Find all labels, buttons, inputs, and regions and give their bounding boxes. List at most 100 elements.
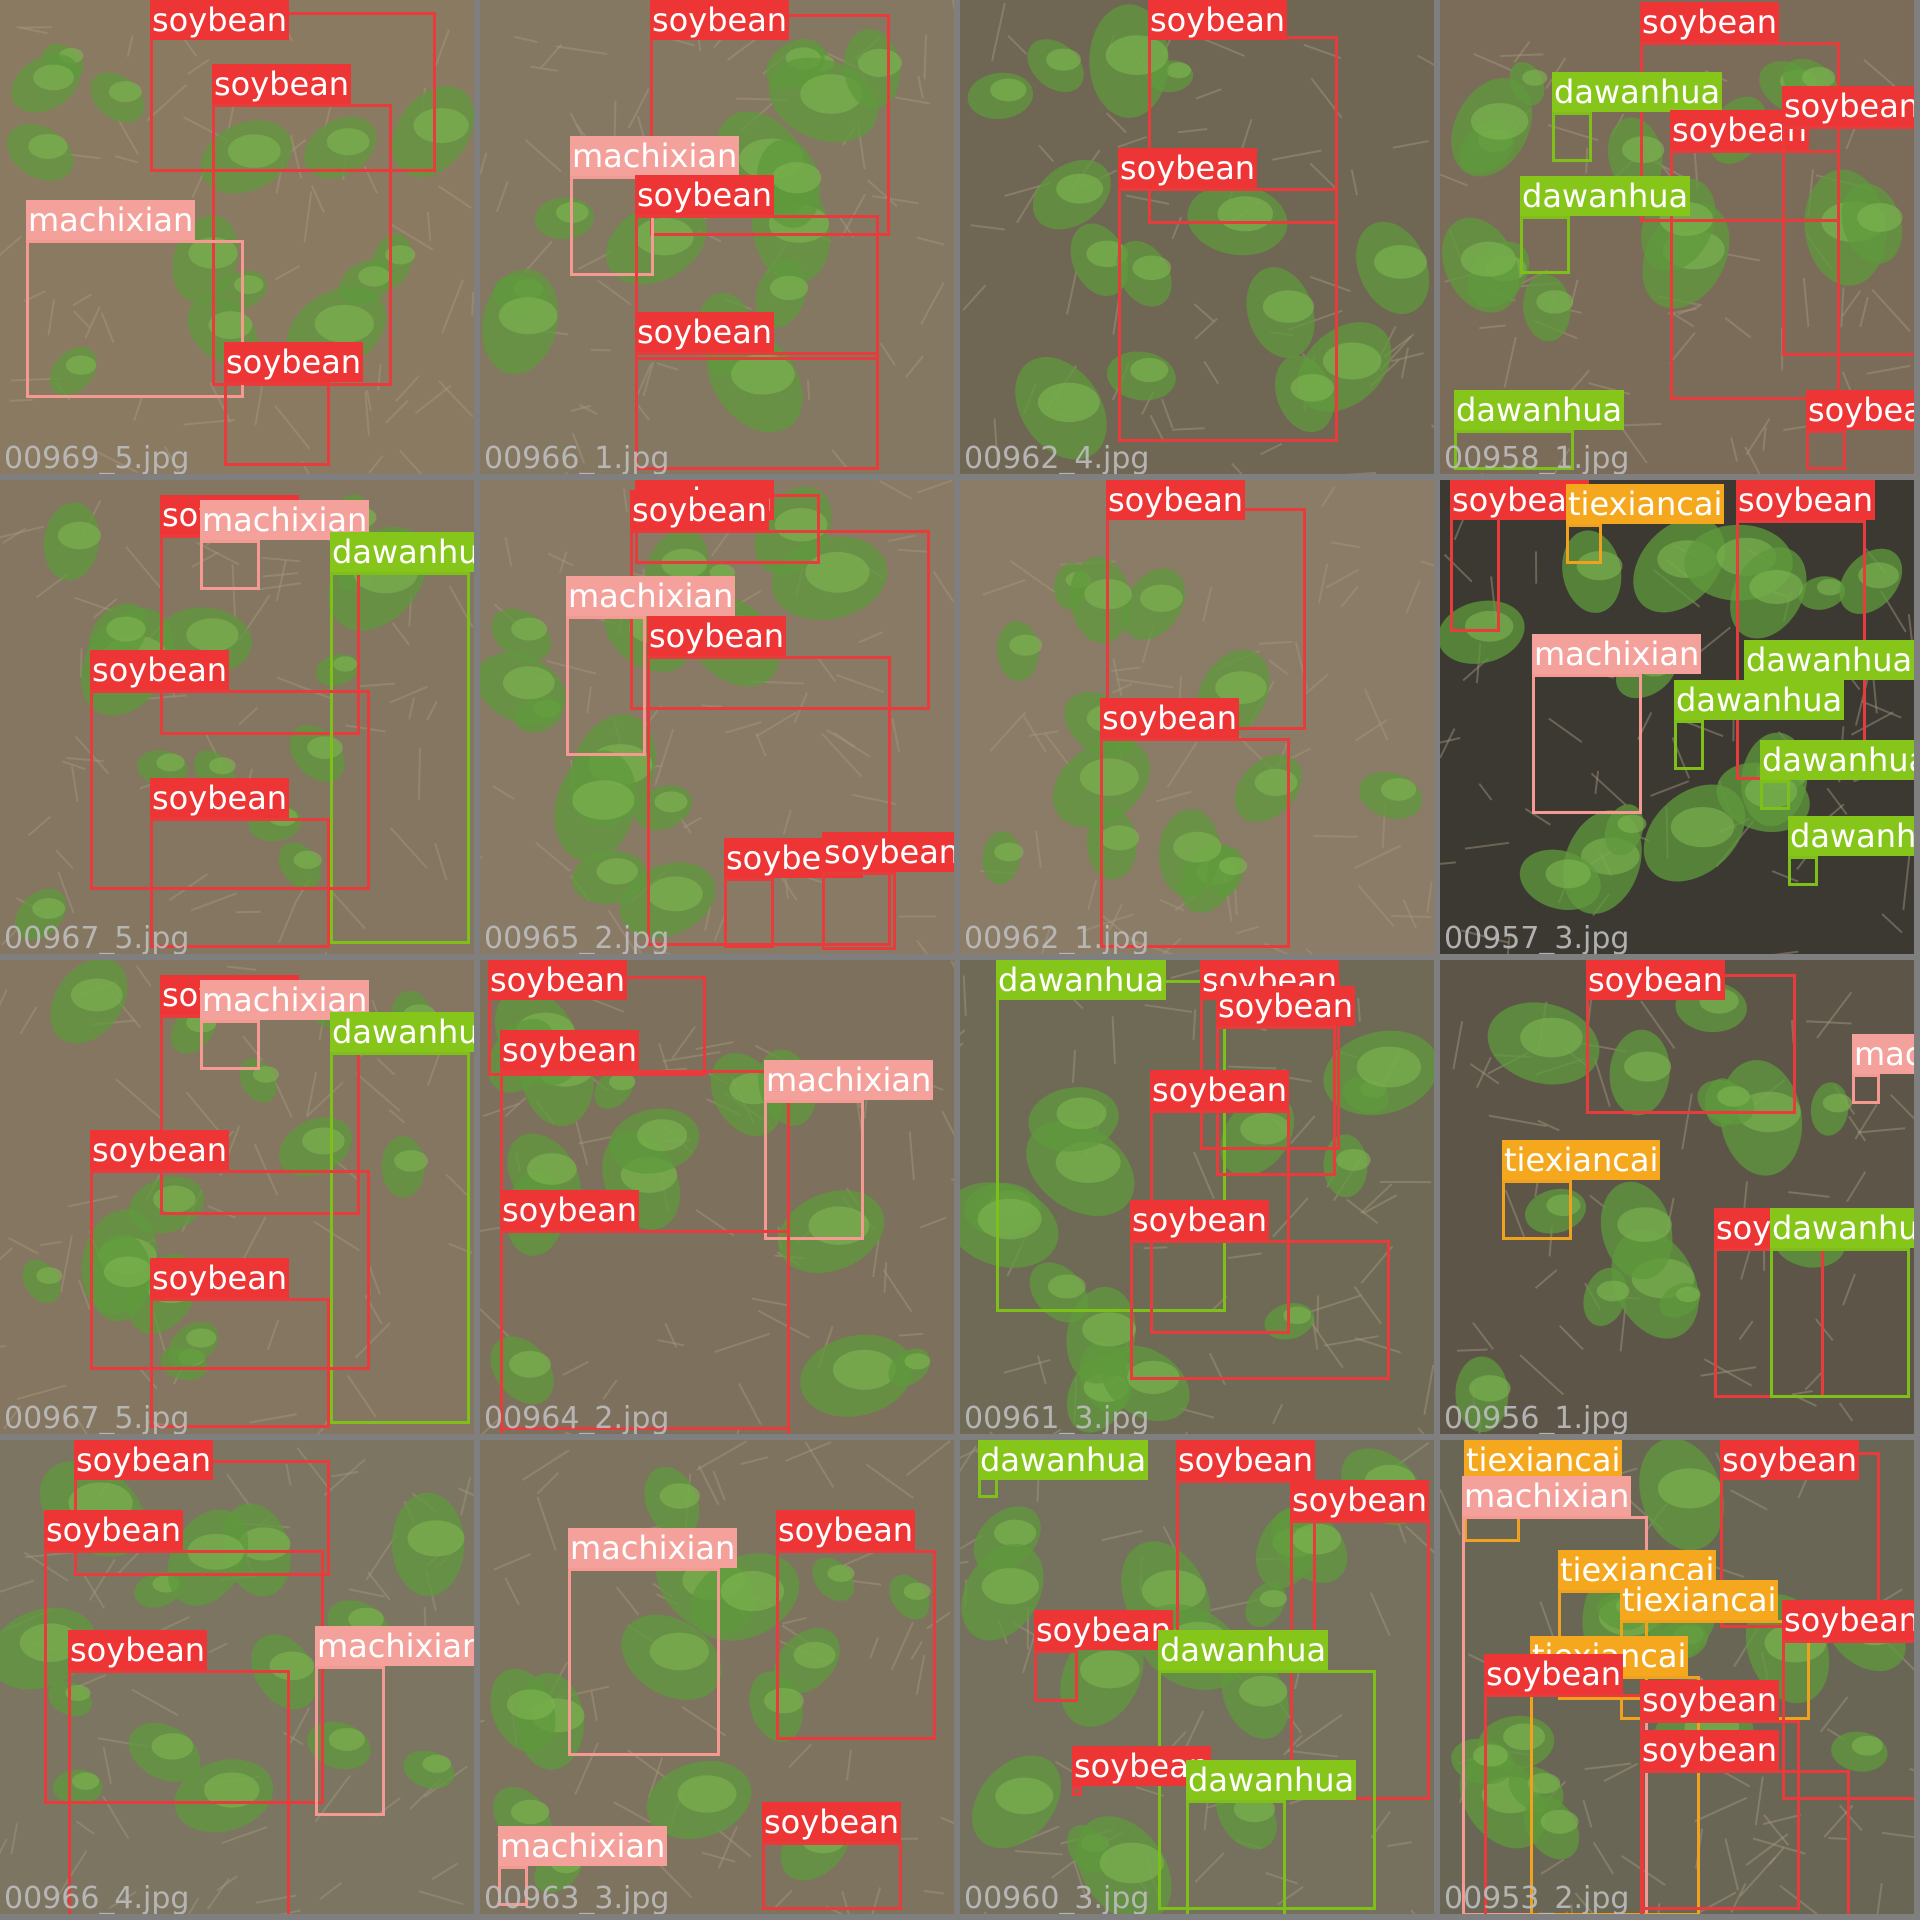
filename-caption: 00969_5.jpg: [4, 441, 190, 474]
class-label: soybean: [635, 175, 775, 215]
class-label: soybean: [1290, 1480, 1430, 1520]
class-label: soybean: [1640, 1730, 1780, 1770]
image-tile: soybean machixian soybean soybean 00966_1.jp…: [480, 0, 954, 474]
image-tile: soybeansoybeanmachixiansoybeansoybeansoy…: [480, 480, 954, 954]
bounding-box-soybean: [1670, 150, 1840, 400]
field-photo: [960, 0, 1434, 474]
bounding-box-soybean: [90, 690, 370, 890]
class-label: soybean: [90, 650, 230, 690]
bounding-box-machixian: [566, 616, 646, 756]
image-tile: soybean soybean machixian soybean 00969_5.jp…: [0, 0, 474, 474]
class-label: soybean: [500, 1190, 640, 1230]
bounding-box-machixian: [200, 540, 260, 590]
class-label: tiexiancai: [1464, 1440, 1623, 1480]
class-label: tiexiancai: [1566, 484, 1725, 524]
bounding-box-tiexiancai: [1502, 1180, 1572, 1240]
bounding-box-dawanhua: [1674, 720, 1704, 770]
class-label: dawanhua: [1552, 72, 1723, 112]
image-tile: soybean tiexiancai soybean machixian dawanhu…: [1440, 480, 1914, 954]
bounding-box-soybean: [776, 1550, 936, 1740]
class-label: soybean: [1484, 1654, 1624, 1694]
filename-caption: 00961_3.jpg: [964, 1401, 1150, 1434]
class-label: dawanhua: [1788, 816, 1914, 856]
class-label: soybean: [44, 1510, 184, 1550]
bounding-box-dawanhua: [1552, 112, 1592, 162]
bounding-box-machixian: [26, 240, 244, 398]
class-label: machixian: [566, 576, 736, 616]
filename-caption: 00958_1.jpg: [1444, 441, 1630, 474]
bounding-box-tiexiancai: [1566, 524, 1602, 564]
image-tile: soybean soybean 00962_4.jpg: [960, 0, 1434, 474]
filename-caption: 00965_2.jpg: [484, 921, 670, 954]
class-label: soybean: [822, 832, 954, 872]
class-label: soybean: [647, 616, 787, 656]
bounding-box-soybean: [1072, 1786, 1082, 1796]
filename-caption: 00956_1.jpg: [1444, 1401, 1630, 1434]
class-label: dawanhua: [1186, 1760, 1357, 1800]
class-label: soybean: [1720, 1440, 1860, 1480]
class-label: dawanhua: [978, 1440, 1149, 1480]
bounding-box-machixian: [315, 1666, 385, 1816]
bounding-box-soybean: [635, 352, 879, 470]
class-label: soybean: [1640, 2, 1780, 42]
class-label: dawanhua: [996, 960, 1167, 1000]
bounding-box-dawanhua: [1186, 1800, 1286, 1914]
image-tile: dawanhua soybean soybean soybean soybean 0096…: [960, 960, 1434, 1434]
class-label: soybean: [1176, 1440, 1316, 1480]
bounding-box-soybean: [500, 1230, 790, 1430]
class-label: machixian: [764, 1060, 934, 1100]
class-label: soybean: [1736, 480, 1876, 520]
filename-caption: 00967_5.jpg: [4, 1401, 190, 1434]
bounding-box-machixian: [764, 1100, 864, 1240]
class-label: machixian: [568, 1528, 738, 1568]
class-label: dawanhua: [1760, 740, 1914, 780]
class-label: dawanhua: [1158, 1630, 1329, 1670]
image-tile: soybeanmachixiantiexiancaisoybeandawanhu…: [1440, 960, 1914, 1434]
field-photo: [480, 0, 954, 474]
class-label: soybean: [1100, 698, 1240, 738]
bounding-box-soybean: [150, 1298, 330, 1428]
filename-caption: 00957_3.jpg: [1444, 921, 1630, 954]
class-label: soybean: [650, 0, 790, 40]
class-label: soybean: [1782, 86, 1914, 126]
class-label: soybean: [1106, 480, 1246, 520]
class-label: soybean: [1586, 960, 1726, 1000]
field-photo: [1440, 960, 1914, 1434]
filename-caption: 00953_2.jpg: [1444, 1881, 1630, 1914]
filename-caption: 00962_1.jpg: [964, 921, 1150, 954]
image-tile: soybean soybean 00962_1.jpg: [960, 480, 1434, 954]
bounding-box-soybean: [1106, 508, 1306, 730]
bounding-box-soybean: [1806, 430, 1846, 470]
filename-caption: 00960_3.jpg: [964, 1881, 1150, 1914]
bounding-box-soybean: [1640, 1770, 1850, 1914]
image-tile: soybeanmachixiandawanhuasoybeansoybean00…: [0, 960, 474, 1434]
class-label: soybean: [68, 1630, 208, 1670]
class-label: dawanhua: [1454, 390, 1625, 430]
class-label: soybean: [1148, 0, 1288, 40]
class-label: machixian: [498, 1826, 668, 1866]
class-label: machixian: [200, 980, 370, 1020]
class-label: soybean: [150, 778, 290, 818]
class-label: dawanhua: [1770, 1208, 1914, 1248]
bounding-box-soybean: [647, 656, 891, 946]
image-tile: machixian soybean machixian soybean 00963_3.…: [480, 1440, 954, 1914]
bounding-box-soybean: [724, 878, 774, 948]
bounding-box-dawanhua: [330, 572, 470, 944]
image-tile: soybean soybean soybean machixian 00966_4.jp…: [0, 1440, 474, 1914]
filename-caption: 00963_3.jpg: [484, 1881, 670, 1914]
bounding-box-dawanhua: [1770, 1248, 1910, 1398]
class-label: machixian: [570, 136, 740, 176]
bounding-box-soybean: [150, 818, 330, 948]
class-label: soybean: [762, 1802, 902, 1842]
bounding-box-dawanhua: [1788, 856, 1818, 886]
bounding-box-dawanhua: [1454, 430, 1574, 470]
bounding-box-soybean: [1714, 1248, 1824, 1398]
class-label: soybean: [224, 342, 364, 382]
class-label: machixian: [1532, 634, 1702, 674]
bounding-box-soybean: [1782, 126, 1914, 356]
class-label: soybean: [630, 490, 770, 530]
image-tile: tiexiancai soybean machixian tiexiancai tiex…: [1440, 1440, 1914, 1914]
bounding-box-dawanhua: [330, 1052, 470, 1424]
bounding-box-dawanhua: [1760, 780, 1790, 810]
class-label: soybean: [1118, 148, 1258, 188]
